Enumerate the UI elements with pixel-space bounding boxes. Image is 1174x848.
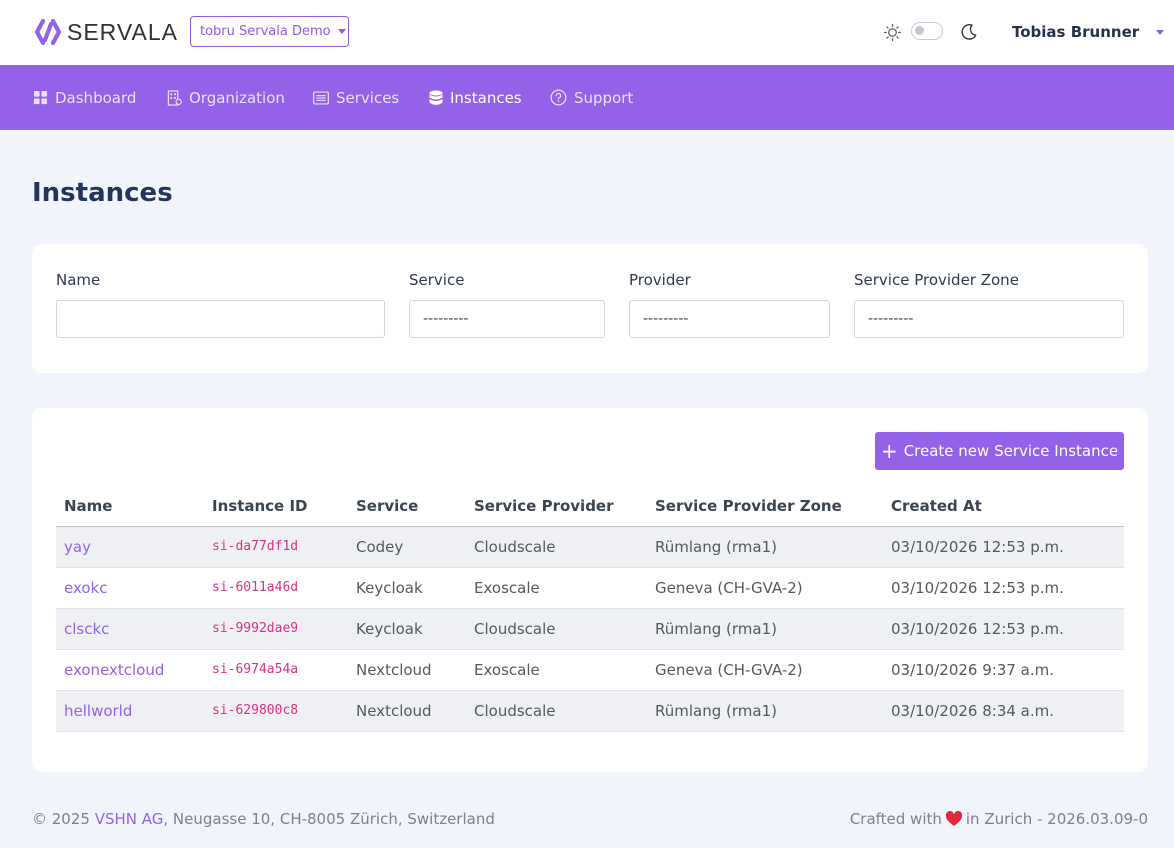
- instance-id: si-629800c8: [204, 690, 348, 732]
- table-row: hellworld si-629800c8 Nextcloud Cloudsca…: [56, 690, 1124, 732]
- create-service-instance-label: Create new Service Instance: [903, 442, 1119, 460]
- instance-name-link[interactable]: exonextcloud: [56, 649, 204, 691]
- column-header-zone[interactable]: Service Provider Zone: [647, 486, 883, 527]
- table-row: exonextcloud si-6974a54a Nextcloud Exosc…: [56, 649, 1124, 691]
- theme-toggle-knob: [915, 26, 924, 35]
- provider-filter-select[interactable]: ---------: [629, 300, 830, 338]
- instance-created-at: 03/10/2026 12:53 p.m.: [883, 608, 1124, 650]
- nav-item-label: Dashboard: [55, 88, 137, 107]
- service-filter-label: Service: [409, 271, 465, 289]
- instance-zone: Rümlang (rma1): [647, 690, 883, 732]
- instance-service: Keycloak: [348, 567, 466, 609]
- instance-name-link[interactable]: exokc: [56, 567, 204, 609]
- column-header-name[interactable]: Name: [56, 486, 204, 527]
- instance-provider: Exoscale: [466, 649, 647, 691]
- nav-item-organization[interactable]: Organization: [167, 65, 285, 130]
- instance-id: si-6974a54a: [204, 649, 348, 691]
- table-row: clsckc si-9992dae9 Keycloak Cloudscale R…: [56, 608, 1124, 650]
- company-link[interactable]: VSHN AG: [94, 810, 164, 828]
- page-title: Instances: [32, 178, 173, 208]
- heart-icon: [945, 811, 962, 826]
- nav-item-label: Services: [336, 88, 400, 107]
- instance-zone: Rümlang (rma1): [647, 608, 883, 650]
- instance-id: si-9992dae9: [204, 608, 348, 650]
- filter-card: Name Service --------- Provider --------…: [32, 244, 1148, 373]
- user-menu[interactable]: Tobias Brunner: [1012, 22, 1165, 42]
- user-name: Tobias Brunner: [1012, 23, 1140, 41]
- column-header-created-at[interactable]: Created At: [883, 486, 1124, 527]
- instance-name-link[interactable]: clsckc: [56, 608, 204, 650]
- building-icon: [167, 89, 182, 106]
- instance-provider: Cloudscale: [466, 690, 647, 732]
- instance-created-at: 03/10/2026 12:53 p.m.: [883, 526, 1124, 568]
- instance-zone: Rümlang (rma1): [647, 526, 883, 568]
- nav-item-services[interactable]: Services: [313, 65, 399, 130]
- instance-created-at: 03/10/2026 9:37 a.m.: [883, 649, 1124, 691]
- brand-name: SERVALA: [67, 18, 178, 45]
- organization-selector-label: tobru Servala Demo: [200, 24, 331, 39]
- instance-name-link[interactable]: hellworld: [56, 690, 204, 732]
- question-circle-icon: [550, 89, 567, 106]
- create-service-instance-button[interactable]: + Create new Service Instance: [875, 432, 1124, 470]
- instance-zone: Geneva (CH-GVA-2): [647, 567, 883, 609]
- caret-down-icon: [337, 29, 346, 34]
- organization-selector[interactable]: tobru Servala Demo: [190, 16, 349, 47]
- instances-table: Name Instance ID Service Service Provide…: [56, 486, 1124, 732]
- instance-service: Nextcloud: [348, 649, 466, 691]
- sun-icon: [883, 23, 902, 42]
- nav-item-instances[interactable]: Instances: [429, 65, 522, 130]
- service-filter-select[interactable]: ---------: [409, 300, 605, 338]
- servala-logo[interactable]: SERVALA: [34, 18, 178, 46]
- theme-toggle[interactable]: [911, 22, 943, 40]
- instance-created-at: 03/10/2026 12:53 p.m.: [883, 567, 1124, 609]
- instance-id: si-da77df1d: [204, 526, 348, 568]
- instance-zone: Geneva (CH-GVA-2): [647, 649, 883, 691]
- zone-filter-label: Service Provider Zone: [854, 271, 1019, 289]
- instance-provider: Cloudscale: [466, 526, 647, 568]
- instance-provider: Exoscale: [466, 567, 647, 609]
- grid-icon: [33, 90, 48, 105]
- provider-filter-label: Provider: [629, 271, 691, 289]
- crafted-prefix: Crafted with: [849, 810, 942, 828]
- nav-item-label: Support: [574, 88, 634, 107]
- database-icon: [429, 90, 443, 105]
- nav-item-label: Organization: [189, 88, 285, 107]
- instances-card: + Create new Service Instance Name Insta…: [32, 408, 1148, 772]
- footer-crafted: Crafted with in Zurich - 2026.03.09-0: [850, 810, 1148, 828]
- zone-filter-select[interactable]: ---------: [854, 300, 1124, 338]
- table-header-row: Name Instance ID Service Service Provide…: [56, 486, 1124, 527]
- address-text: , Neugasse 10, CH-8005 Zürich, Switzerla…: [163, 810, 495, 828]
- caret-down-icon: [1156, 29, 1165, 35]
- column-header-service-provider[interactable]: Service Provider: [466, 486, 647, 527]
- name-filter-input[interactable]: [56, 300, 385, 338]
- servala-logo-icon: [34, 18, 62, 46]
- table-row: yay si-da77df1d Codey Cloudscale Rümlang…: [56, 526, 1124, 568]
- nav-item-dashboard[interactable]: Dashboard: [33, 65, 136, 130]
- instance-service: Nextcloud: [348, 690, 466, 732]
- plus-icon: +: [880, 439, 898, 463]
- copyright-text: © 2025: [32, 810, 95, 828]
- nav-item-label: Instances: [450, 88, 522, 107]
- instance-provider: Cloudscale: [466, 608, 647, 650]
- column-header-instance-id[interactable]: Instance ID: [204, 486, 348, 527]
- top-bar: SERVALA tobru Servala Demo Tobias Brunne…: [0, 0, 1174, 65]
- nav-item-support[interactable]: Support: [550, 65, 633, 130]
- instance-name-link[interactable]: yay: [56, 526, 204, 568]
- column-header-service[interactable]: Service: [348, 486, 466, 527]
- instance-created-at: 03/10/2026 8:34 a.m.: [883, 690, 1124, 732]
- instance-id: si-6011a46d: [204, 567, 348, 609]
- instance-service: Codey: [348, 526, 466, 568]
- footer-copyright: © 2025 VSHN AG, Neugasse 10, CH-8005 Zür…: [32, 810, 495, 828]
- instance-service: Keycloak: [348, 608, 466, 650]
- name-filter-label: Name: [56, 271, 101, 289]
- table-row: exokc si-6011a46d Keycloak Exoscale Gene…: [56, 567, 1124, 609]
- main-navigation: Dashboard Organization Services Instance…: [0, 65, 1174, 130]
- crafted-suffix: in Zurich - 2026.03.09-0: [965, 810, 1148, 828]
- list-box-icon: [313, 90, 329, 105]
- moon-icon: [961, 24, 977, 40]
